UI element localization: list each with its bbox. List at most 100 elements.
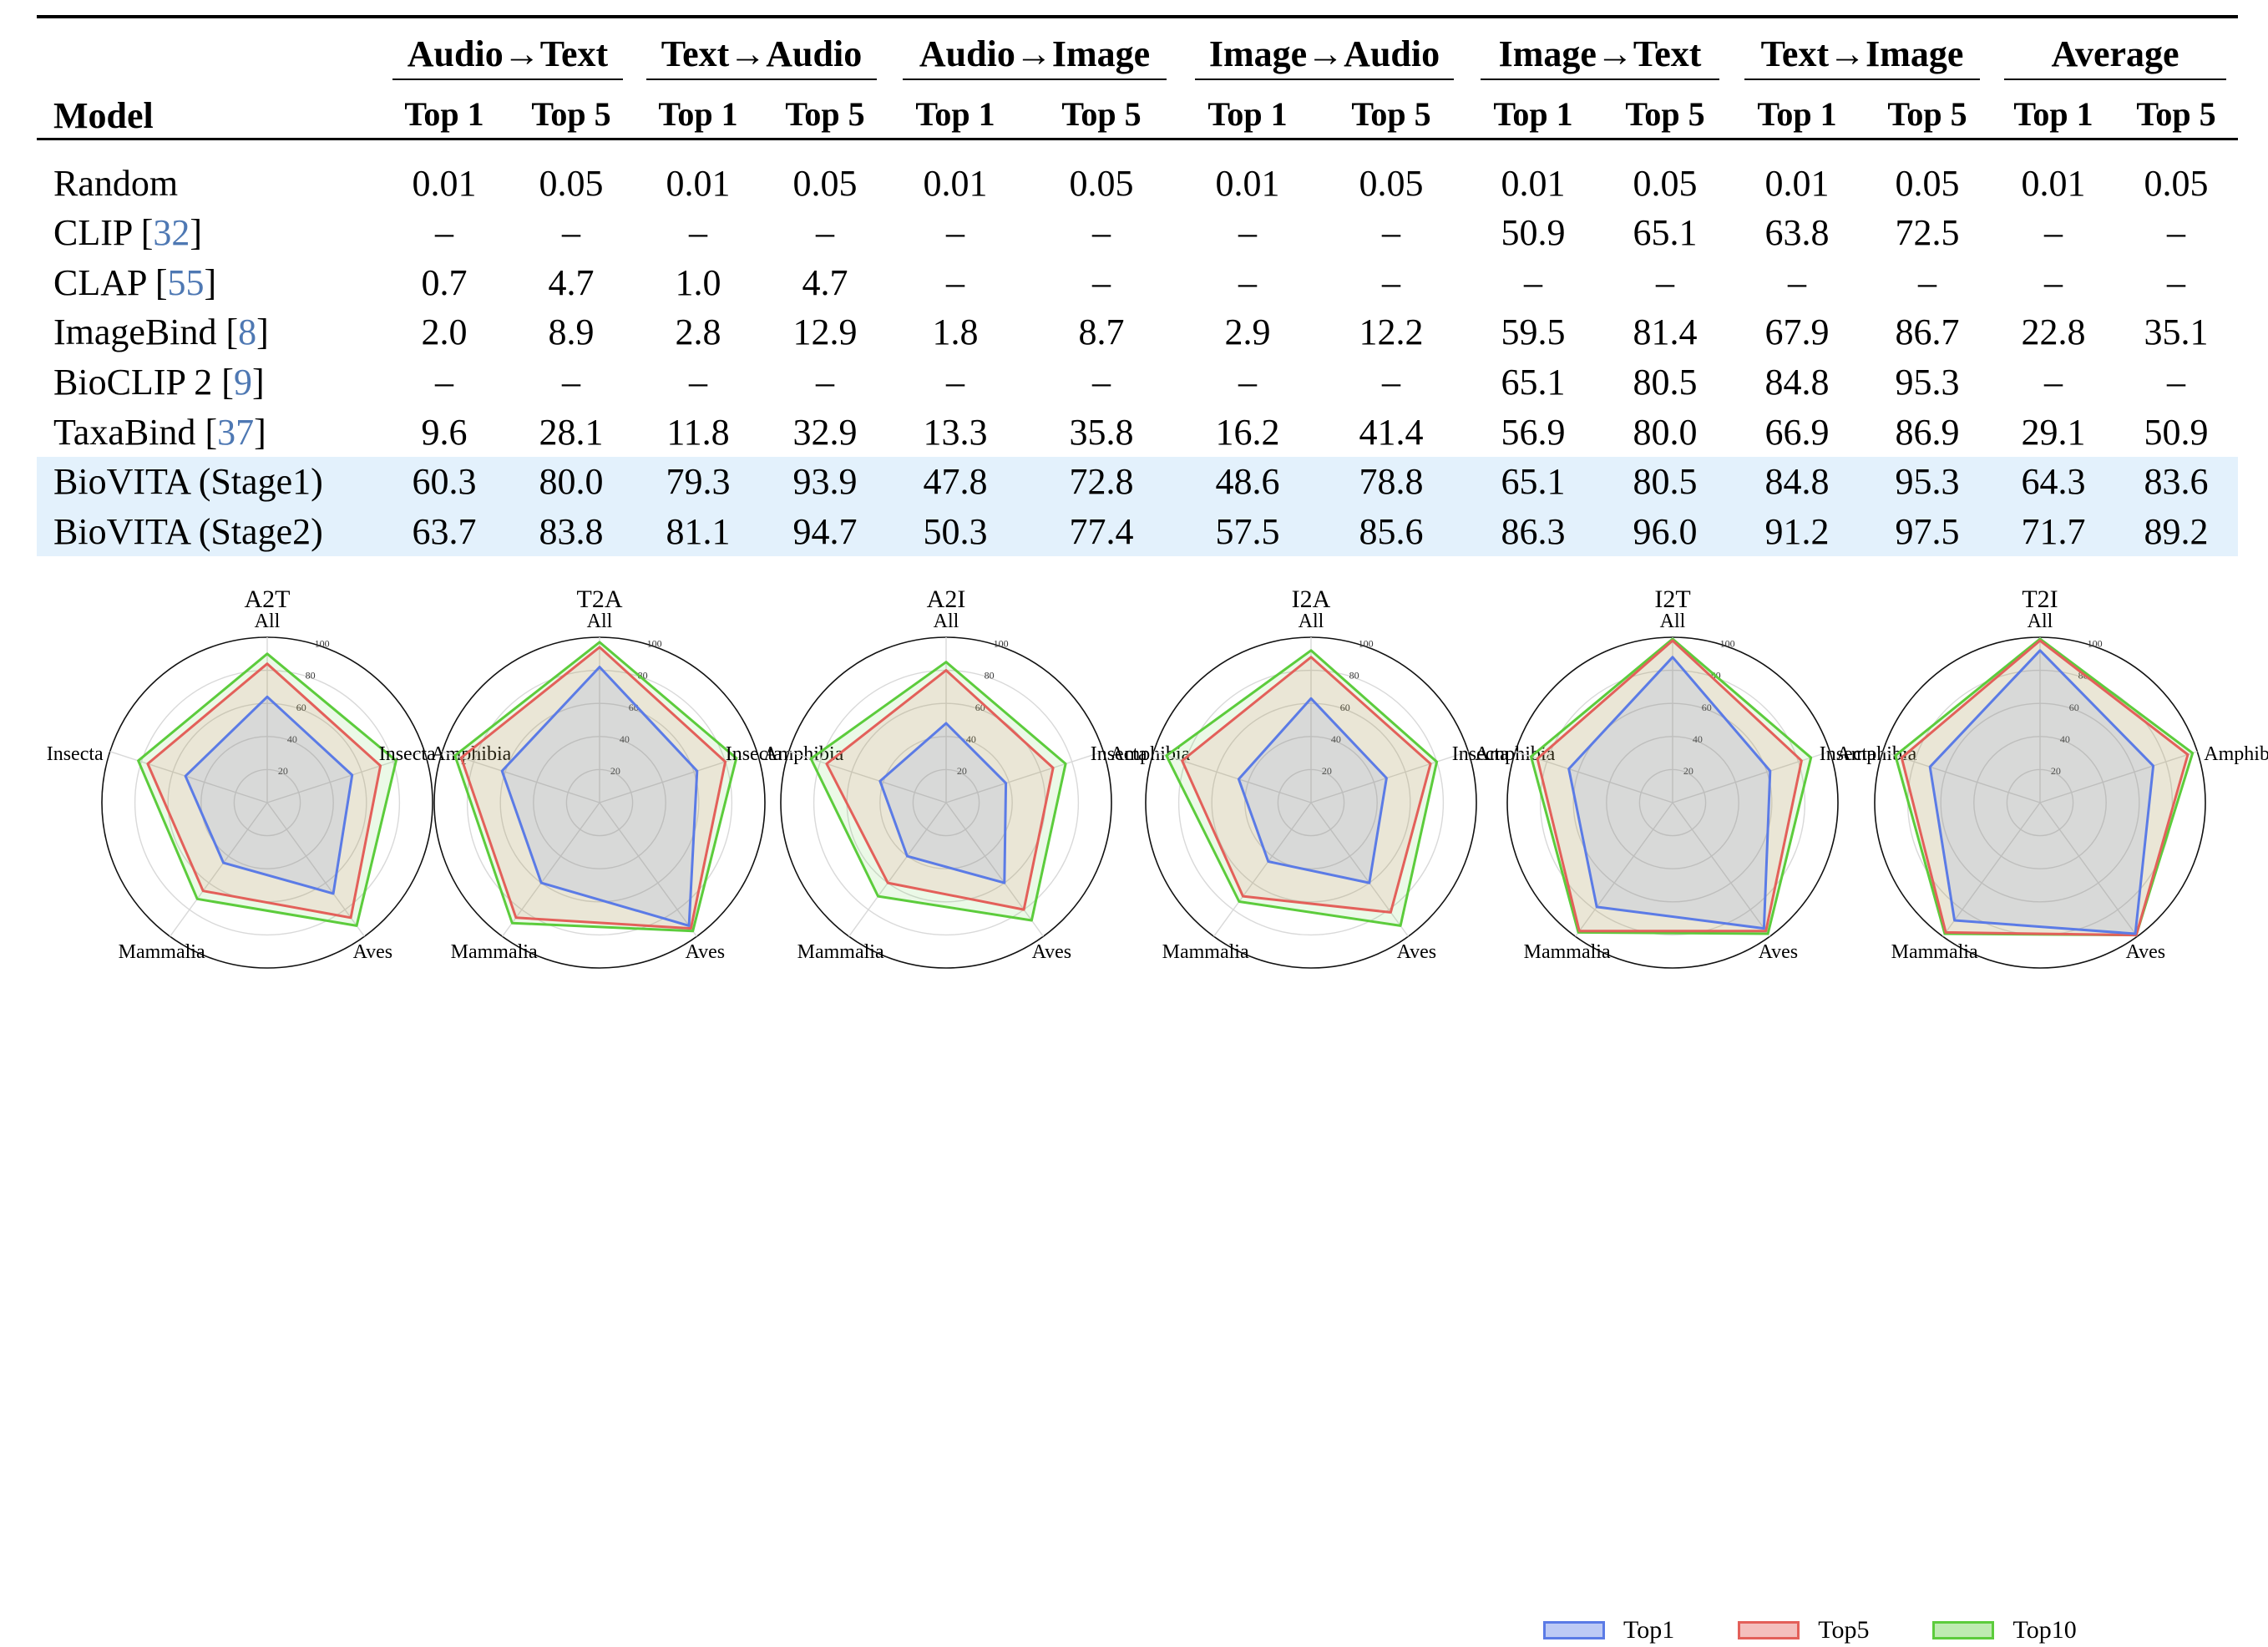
radar-tick-label: 40 bbox=[287, 733, 297, 745]
radar-axis-label: Insecta bbox=[1452, 743, 1509, 765]
radar-tick-label: 60 bbox=[2069, 702, 2079, 713]
value-cell: 65.1 bbox=[1501, 362, 1566, 403]
citation-number[interactable]: 32 bbox=[153, 212, 190, 254]
value-cell: 13.3 bbox=[923, 411, 988, 453]
radar-series-top1 bbox=[500, 666, 699, 927]
subheader-top1: Top 1 bbox=[404, 94, 484, 133]
radar-tick-label: 100 bbox=[647, 638, 662, 650]
radar-spoke bbox=[788, 751, 947, 803]
radar-tick-label: 20 bbox=[1322, 765, 1332, 777]
radar-axis-label: Insecta bbox=[726, 743, 782, 765]
radar-axis-label: Aves bbox=[2126, 941, 2166, 963]
value-cell: 28.1 bbox=[539, 411, 604, 453]
value-cell: 65.1 bbox=[1633, 212, 1698, 254]
radar-tick-label: 80 bbox=[985, 670, 995, 682]
radar-chart-t2a: 20406080100AllAmphibiaAvesMammaliaInsect… bbox=[379, 585, 844, 969]
citation-number[interactable]: 9 bbox=[233, 362, 252, 403]
value-cell: 41.4 bbox=[1359, 411, 1424, 453]
table-row: CLIP [32] – – – – – – – – 50.9 65.1 63.8 72.5 – – bbox=[37, 208, 2238, 258]
value-cell: 80.0 bbox=[1633, 411, 1698, 453]
value-cell: 89.2 bbox=[2114, 506, 2239, 557]
radar-chart-a2i: 20406080100AllAmphibiaAvesMammaliaInsect… bbox=[726, 585, 1191, 969]
model-name: TaxaBind bbox=[53, 411, 196, 453]
group-header: Image→Text bbox=[1468, 15, 1732, 85]
citation-number[interactable]: 55 bbox=[167, 261, 205, 303]
model-name-cell: BioCLIP 2 [9] bbox=[37, 357, 381, 408]
model-name-cell: BioVITA (Stage2) bbox=[37, 506, 381, 557]
model-name: Random bbox=[53, 163, 179, 204]
radar-spoke bbox=[502, 802, 600, 937]
value-cell: 12.2 bbox=[1359, 312, 1424, 353]
radar-axis-label: Insecta bbox=[379, 743, 436, 765]
table-top-rule bbox=[37, 15, 2238, 18]
value-cell: 50.9 bbox=[2144, 411, 2209, 453]
citation-number[interactable]: 37 bbox=[217, 411, 255, 453]
value-cell: – bbox=[1092, 261, 1111, 303]
value-cell: – bbox=[2167, 212, 2186, 254]
table-body: Random 0.01 0.05 0.01 0.05 0.01 0.05 0.01 0.05 0.… bbox=[37, 142, 2239, 557]
table-row: ImageBind [8] 2.0 8.9 2.8 12.9 1.8 8.7 2.9 12.2 5… bbox=[37, 307, 2238, 357]
value-cell: 67.9 bbox=[1764, 312, 1830, 353]
value-cell: – bbox=[689, 362, 707, 403]
radar-spoke bbox=[2039, 751, 2198, 803]
group-header-label: Audio→Image bbox=[903, 33, 1167, 80]
radar-axis-label: Aves bbox=[686, 941, 726, 963]
value-cell: – bbox=[2167, 261, 2186, 303]
value-cell: – bbox=[562, 212, 580, 254]
group-header-label: Average bbox=[2003, 33, 2227, 80]
value-cell: – bbox=[1788, 261, 1807, 303]
legend-swatch bbox=[1738, 1621, 1800, 1639]
legend-swatch bbox=[1543, 1621, 1605, 1639]
radar-tick-label: 60 bbox=[1340, 702, 1350, 713]
value-cell: – bbox=[1918, 261, 1937, 303]
radar-tick-label: 20 bbox=[2051, 765, 2061, 777]
value-cell: – bbox=[1092, 362, 1111, 403]
radar-axis-label: All bbox=[1299, 611, 1324, 632]
radar-series-top5 bbox=[1536, 639, 1803, 933]
subheader-top1: Top 1 bbox=[2013, 94, 2093, 133]
table-row: BioCLIP 2 [9] – – – – – – – – 65.1 80.5 84.8 95.3 – – bbox=[37, 357, 2238, 408]
radar-tick-label: 40 bbox=[1693, 733, 1703, 745]
citation-number[interactable]: 8 bbox=[238, 312, 257, 353]
model-name: CLAP bbox=[53, 261, 146, 303]
group-header-label: Text→Audio bbox=[646, 33, 877, 80]
value-cell: 81.1 bbox=[635, 506, 762, 557]
value-cell: – bbox=[1238, 362, 1257, 403]
subheader-top1: Top 1 bbox=[1207, 94, 1288, 133]
radar-axis-label: Mammalia bbox=[451, 941, 538, 963]
radar-spoke bbox=[945, 751, 1104, 803]
radar-spoke bbox=[945, 802, 1044, 937]
citation-link[interactable]: [32] bbox=[131, 212, 203, 254]
model-column-header: Model bbox=[53, 95, 154, 136]
value-cell: 96.0 bbox=[1598, 506, 1733, 557]
citation-link[interactable]: [8] bbox=[216, 312, 269, 353]
value-cell: 8.7 bbox=[1078, 312, 1125, 353]
radar-axis-label: Insecta bbox=[1820, 743, 1876, 765]
value-cell: 4.7 bbox=[802, 261, 848, 303]
value-cell: – bbox=[1382, 261, 1400, 303]
citation-link[interactable]: [55] bbox=[145, 261, 217, 303]
radar-tick-label: 60 bbox=[1702, 702, 1712, 713]
value-cell: 0.01 bbox=[1501, 163, 1566, 204]
table-subheader-row: Top 1 Top 5 Top 1 Top 5 Top 1 Top 5 Top 1 Top 5… bbox=[37, 85, 2238, 142]
value-cell: 66.9 bbox=[1764, 411, 1830, 453]
radar-axis-label: All bbox=[934, 611, 959, 632]
results-table: Model Audio→Text Text→Audio Audio→Image … bbox=[37, 15, 2239, 557]
radar-chart-title: A2T bbox=[245, 585, 291, 613]
citation-link[interactable]: [37] bbox=[195, 411, 266, 453]
model-name-cell: BioVITA (Stage1) bbox=[37, 456, 381, 507]
radar-series-top5 bbox=[459, 646, 727, 930]
radar-tick-label: 20 bbox=[610, 765, 620, 777]
model-name-cell: ImageBind [8] bbox=[37, 307, 381, 357]
radar-axis-label: Aves bbox=[1032, 941, 1072, 963]
radar-chart-title: T2I bbox=[2022, 585, 2058, 613]
value-cell: 83.8 bbox=[508, 506, 635, 557]
value-cell: 2.8 bbox=[675, 312, 721, 353]
citation-link[interactable]: [9] bbox=[212, 362, 265, 403]
value-cell: 35.1 bbox=[2144, 312, 2209, 353]
legend-label: Top10 bbox=[2012, 1616, 2077, 1644]
value-cell: 0.05 bbox=[2144, 163, 2209, 204]
value-cell: 65.1 bbox=[1468, 456, 1598, 507]
value-cell: 86.7 bbox=[1895, 312, 1960, 353]
value-cell: – bbox=[435, 212, 453, 254]
